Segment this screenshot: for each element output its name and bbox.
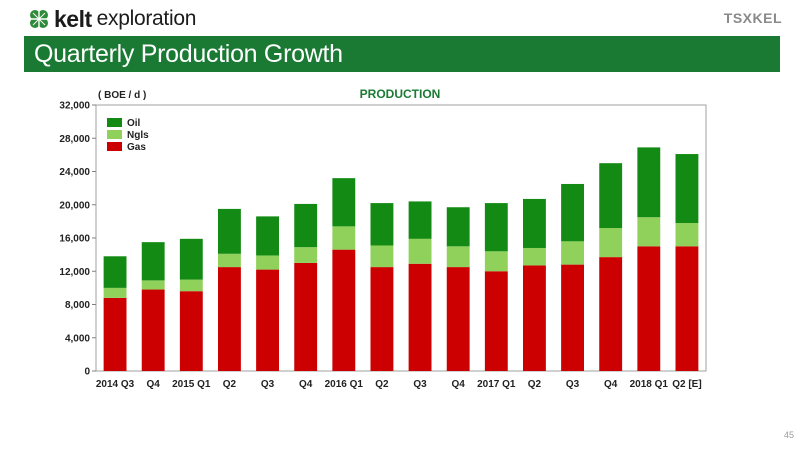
tsx-logo: TSXKEL [723, 10, 782, 26]
bar-ngls-15 [675, 223, 699, 247]
bar-gas-6 [332, 249, 356, 371]
page-title: Quarterly Production Growth [34, 40, 343, 68]
legend-label-oil: Oil [127, 118, 141, 129]
bar-oil-5 [294, 203, 318, 248]
x-tick-label: Q3 [261, 379, 275, 390]
bar-oil-11 [523, 198, 546, 248]
bar-oil-14 [637, 147, 661, 218]
bar-gas-8 [408, 263, 432, 371]
y-tick-label: 8,000 [65, 300, 90, 311]
bar-ngls-9 [446, 246, 470, 268]
kelt-logo: kelt exploration [28, 6, 196, 32]
bar-ngls-6 [332, 226, 356, 250]
bar-gas-1 [141, 289, 165, 371]
x-tick-label: Q2 [528, 379, 542, 390]
page-number: 45 [783, 430, 794, 440]
bar-gas-5 [294, 262, 318, 371]
bar-gas-0 [103, 297, 127, 371]
bar-ngls-1 [141, 280, 165, 290]
y-tick-label: 4,000 [65, 333, 90, 344]
bar-ngls-7 [370, 245, 394, 268]
legend-swatch-gas [107, 142, 122, 151]
y-tick-label: 16,000 [59, 234, 90, 245]
bar-ngls-3 [218, 253, 241, 268]
bar-oil-13 [599, 163, 623, 229]
production-chart: 0 4,000 8,000 12,000 16,000 20,000 24,000 28,00… [59, 87, 707, 390]
bar-gas-10 [484, 271, 508, 371]
y-tick-label: 20,000 [59, 200, 90, 211]
y-tick-label: 0 [84, 367, 90, 378]
bar-gas-2 [179, 291, 203, 371]
x-tick-label: Q4 [604, 379, 618, 390]
legend-swatch-oil [107, 118, 122, 127]
x-tick-label: 2015 Q1 [172, 379, 211, 390]
bar-oil-1 [141, 242, 165, 281]
bar-ngls-2 [179, 279, 203, 292]
bar-gas-4 [256, 269, 279, 371]
x-tick-label: Q3 [566, 379, 580, 390]
bar-ngls-12 [561, 241, 584, 265]
bar-oil-0 [103, 256, 127, 288]
bar-ngls-5 [294, 247, 318, 263]
bar-ngls-10 [484, 251, 508, 272]
x-tick-label: 2017 Q1 [477, 379, 516, 390]
bar-gas-15 [675, 246, 699, 371]
legend-swatch-ngls [107, 130, 122, 139]
bar-oil-10 [484, 203, 508, 252]
x-tick-label: Q4 [147, 379, 161, 390]
legend-label-gas: Gas [127, 142, 146, 153]
bar-oil-15 [675, 154, 699, 224]
bar-gas-13 [599, 257, 623, 371]
bar-oil-2 [179, 238, 203, 280]
legend-label-ngls: Ngls [127, 130, 149, 141]
logo-kelt-text: kelt [54, 5, 92, 32]
x-tick-label: Q4 [452, 379, 466, 390]
x-tick-label: Q3 [413, 379, 427, 390]
bar-gas-12 [561, 264, 584, 371]
kelt-clover-icon [30, 10, 48, 28]
y-unit-label: ( BOE / d ) [98, 90, 146, 101]
bar-ngls-4 [256, 255, 279, 270]
bar-oil-4 [256, 216, 279, 256]
title-bar: Quarterly Production Growth [24, 36, 780, 72]
x-tick-label: 2018 Q1 [630, 379, 669, 390]
logo-exploration-text: exploration [96, 7, 197, 30]
bar-ngls-8 [408, 238, 432, 264]
x-tick-label: Q2 [375, 379, 389, 390]
bar-ngls-0 [103, 287, 127, 298]
y-tick-label: 12,000 [59, 267, 90, 278]
bar-oil-9 [446, 207, 470, 247]
bar-gas-11 [523, 265, 546, 371]
x-tick-label: Q4 [299, 379, 313, 390]
x-tick-label: Q2 [223, 379, 237, 390]
x-tick-label: 2014 Q3 [96, 379, 135, 390]
bar-oil-7 [370, 203, 394, 246]
bar-gas-3 [218, 267, 241, 371]
bar-oil-3 [218, 208, 241, 254]
x-tick-label: Q2 [E] [672, 379, 701, 390]
chart-title: PRODUCTION [360, 87, 441, 101]
bar-ngls-14 [637, 217, 661, 247]
y-tick-label: 28,000 [59, 134, 90, 145]
bar-ngls-13 [599, 228, 623, 258]
y-tick-label: 32,000 [59, 101, 90, 112]
bar-oil-8 [408, 201, 432, 239]
bar-oil-6 [332, 178, 356, 227]
bar-gas-9 [446, 267, 470, 371]
y-tick-label: 24,000 [59, 167, 90, 178]
bar-gas-7 [370, 267, 394, 371]
x-tick-label: 2016 Q1 [325, 379, 364, 390]
bar-gas-14 [637, 246, 661, 371]
bar-oil-12 [561, 183, 584, 242]
bar-ngls-11 [523, 247, 546, 266]
